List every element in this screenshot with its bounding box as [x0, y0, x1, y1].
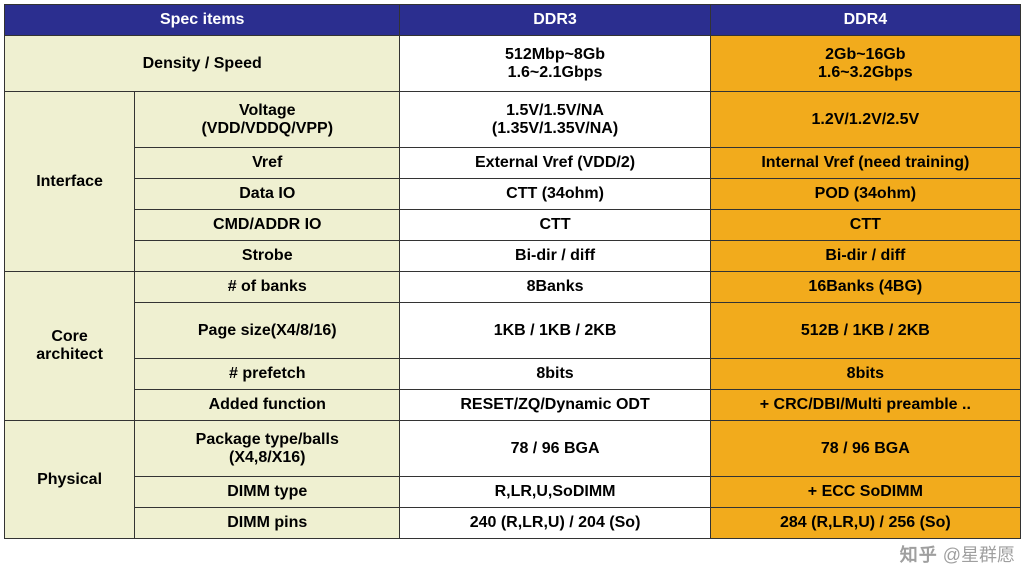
table-row: Page size(X4/8/16)1KB / 1KB / 2KB512B / … [5, 303, 1021, 359]
ddr3-value: Bi-dir / diff [400, 241, 710, 272]
ddr4-value: + CRC/DBI/Multi preamble .. [710, 390, 1020, 421]
spec-item: Page size(X4/8/16) [135, 303, 400, 359]
ddr3-value: 240 (R,LR,U) / 204 (So) [400, 508, 710, 539]
spec-item: Strobe [135, 241, 400, 272]
ddr4-value: 1.2V/1.2V/2.5V [710, 92, 1020, 148]
ddr3-value: 512Mbp~8Gb1.6~2.1Gbps [400, 36, 710, 92]
group-label: Corearchitect [5, 272, 135, 421]
watermark: 知乎 @星群愿 [900, 541, 1015, 567]
table-row: Added functionRESET/ZQ/Dynamic ODT+ CRC/… [5, 390, 1021, 421]
table-header: Spec items DDR3 DDR4 [5, 5, 1021, 36]
ddr4-value: 284 (R,LR,U) / 256 (So) [710, 508, 1020, 539]
group-label: Physical [5, 421, 135, 539]
ddr4-value: 8bits [710, 359, 1020, 390]
spec-item: DIMM pins [135, 508, 400, 539]
table-row: Density / Speed512Mbp~8Gb1.6~2.1Gbps2Gb~… [5, 36, 1021, 92]
ddr4-value: Internal Vref (need training) [710, 148, 1020, 179]
ddr3-value: CTT (34ohm) [400, 179, 710, 210]
ddr4-value: CTT [710, 210, 1020, 241]
ddr4-value: POD (34ohm) [710, 179, 1020, 210]
ddr4-value: 16Banks (4BG) [710, 272, 1020, 303]
spec-item: CMD/ADDR IO [135, 210, 400, 241]
header-ddr3: DDR3 [400, 5, 710, 36]
ddr4-value: + ECC SoDIMM [710, 477, 1020, 508]
spec-item: # of banks [135, 272, 400, 303]
table-row: Corearchitect# of banks8Banks16Banks (4B… [5, 272, 1021, 303]
table-row: CMD/ADDR IOCTTCTT [5, 210, 1021, 241]
ddr3-value: 78 / 96 BGA [400, 421, 710, 477]
ddr3-value: CTT [400, 210, 710, 241]
spec-item: Data IO [135, 179, 400, 210]
table-row: DIMM typeR,LR,U,SoDIMM+ ECC SoDIMM [5, 477, 1021, 508]
ddr4-value: 512B / 1KB / 2KB [710, 303, 1020, 359]
table-row: Data IOCTT (34ohm)POD (34ohm) [5, 179, 1021, 210]
watermark-user: @星群愿 [943, 545, 1015, 565]
spec-item: # prefetch [135, 359, 400, 390]
spec-item: DIMM type [135, 477, 400, 508]
ddr3-value: 8Banks [400, 272, 710, 303]
watermark-brand: 知乎 [900, 545, 938, 565]
spec-item: Added function [135, 390, 400, 421]
table-row: DIMM pins240 (R,LR,U) / 204 (So)284 (R,L… [5, 508, 1021, 539]
ddr3-value: 1.5V/1.5V/NA(1.35V/1.35V/NA) [400, 92, 710, 148]
header-ddr4: DDR4 [710, 5, 1020, 36]
ddr3-value: R,LR,U,SoDIMM [400, 477, 710, 508]
ddr3-value: 1KB / 1KB / 2KB [400, 303, 710, 359]
group-label: Interface [5, 92, 135, 272]
ddr4-value: 78 / 96 BGA [710, 421, 1020, 477]
ddr3-value: External Vref (VDD/2) [400, 148, 710, 179]
spec-item: Package type/balls(X4,8/X16) [135, 421, 400, 477]
table-row: InterfaceVoltage(VDD/VDDQ/VPP)1.5V/1.5V/… [5, 92, 1021, 148]
table-row: # prefetch8bits8bits [5, 359, 1021, 390]
header-spec: Spec items [5, 5, 400, 36]
table-row: VrefExternal Vref (VDD/2)Internal Vref (… [5, 148, 1021, 179]
ddr4-value: Bi-dir / diff [710, 241, 1020, 272]
ddr-comparison-table: Spec items DDR3 DDR4 Density / Speed512M… [4, 4, 1021, 539]
ddr3-value: RESET/ZQ/Dynamic ODT [400, 390, 710, 421]
ddr4-value: 2Gb~16Gb1.6~3.2Gbps [710, 36, 1020, 92]
table-body: Density / Speed512Mbp~8Gb1.6~2.1Gbps2Gb~… [5, 36, 1021, 539]
spec-item: Vref [135, 148, 400, 179]
table-row: PhysicalPackage type/balls(X4,8/X16)78 /… [5, 421, 1021, 477]
ddr3-value: 8bits [400, 359, 710, 390]
spec-item: Density / Speed [5, 36, 400, 92]
table-row: StrobeBi-dir / diffBi-dir / diff [5, 241, 1021, 272]
spec-item: Voltage(VDD/VDDQ/VPP) [135, 92, 400, 148]
